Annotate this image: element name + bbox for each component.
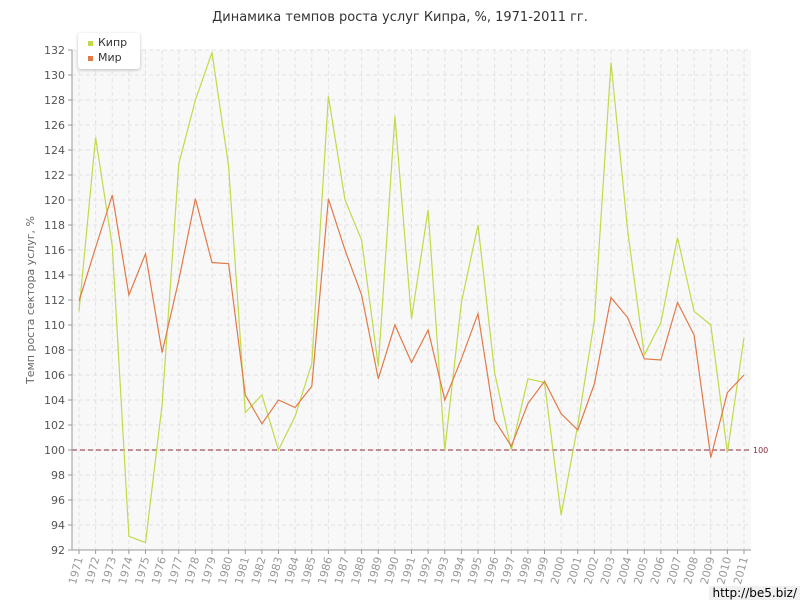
- y-tick-label: 94: [51, 519, 65, 532]
- legend: Кипр Мир: [78, 33, 140, 69]
- y-tick-label: 96: [51, 494, 65, 507]
- y-tick-label: 128: [44, 94, 65, 107]
- series-line-world: [78, 194, 745, 458]
- y-tick-label: 124: [44, 144, 65, 157]
- y-tick-label: 108: [44, 344, 65, 357]
- y-tick-label: 130: [44, 69, 65, 82]
- legend-swatch-world: [88, 55, 93, 61]
- y-tick-label: 126: [44, 119, 65, 132]
- legend-item-world[interactable]: Мир: [88, 51, 122, 64]
- y-tick-label: 92: [51, 544, 65, 557]
- y-tick-label: 122: [44, 169, 65, 182]
- y-tick-label: 114: [44, 269, 65, 282]
- series-group: [78, 52, 745, 544]
- y-tick-label: 100: [44, 444, 65, 457]
- x-tick-label: 2011: [731, 555, 751, 585]
- watermark-link[interactable]: http://be5.biz/: [709, 586, 800, 600]
- y-tick-label: 118: [44, 219, 65, 232]
- series-line-cyprus: [78, 52, 745, 544]
- y-axis-label: Темп роста сектора услуг, %: [24, 216, 37, 385]
- y-tick-label: 110: [44, 319, 65, 332]
- y-tick-label: 98: [51, 469, 65, 482]
- y-tick-label: 116: [44, 244, 65, 257]
- y-tick-label: 120: [44, 194, 65, 207]
- y-tick-label: 132: [44, 44, 65, 57]
- reference-line-group: 100: [72, 446, 768, 455]
- legend-label-cyprus: Кипр: [98, 36, 128, 49]
- legend-item-cyprus[interactable]: Кипр: [88, 36, 127, 49]
- legend-swatch-cyprus: [88, 40, 93, 46]
- y-tick-label: 106: [44, 369, 65, 382]
- y-tick-label: 104: [44, 394, 65, 407]
- legend-label-world: Мир: [98, 51, 122, 64]
- reference-line-label: 100: [753, 446, 768, 455]
- y-tick-label: 102: [44, 419, 65, 432]
- chart-title: Динамика темпов роста услуг Кипра, %, 19…: [212, 10, 588, 25]
- y-tick-label: 112: [44, 294, 65, 307]
